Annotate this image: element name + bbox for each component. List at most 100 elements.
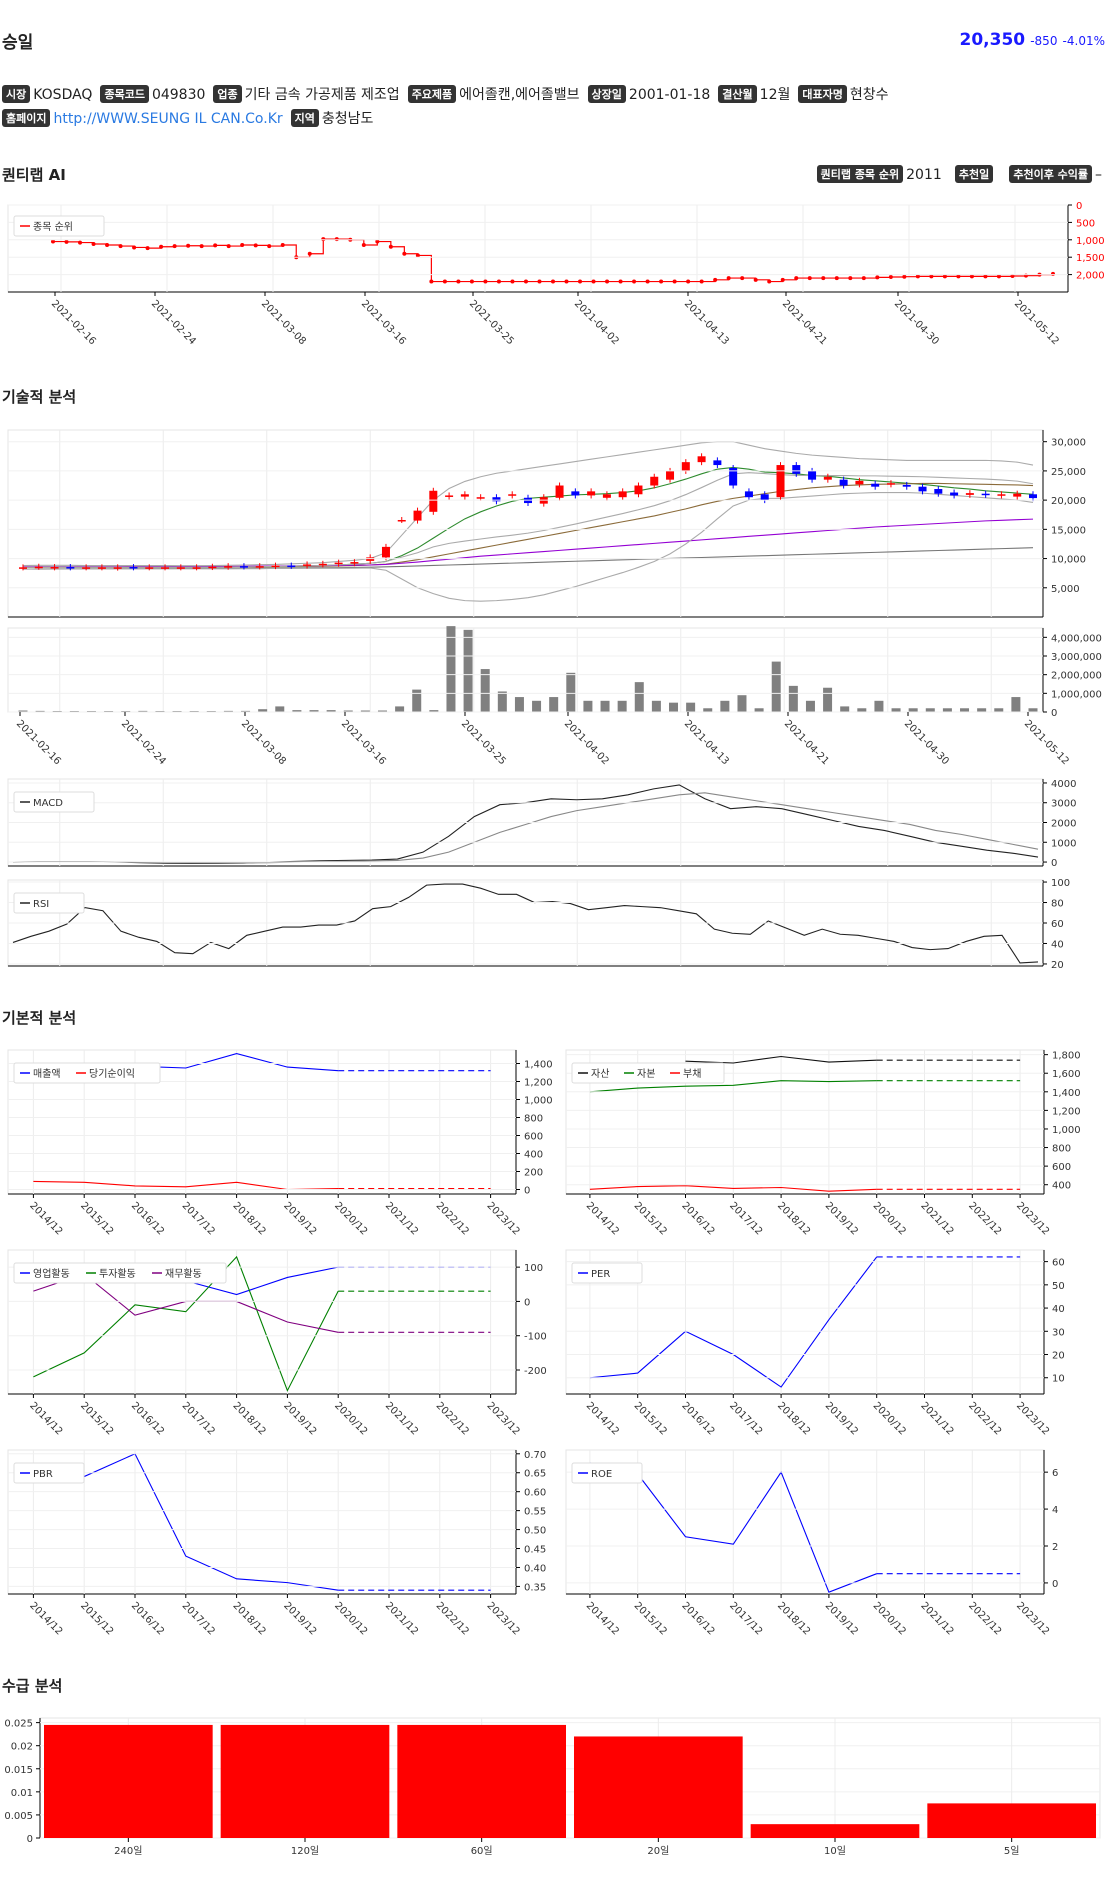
candle xyxy=(145,567,154,569)
rank-point xyxy=(456,279,461,284)
rank-point xyxy=(713,277,718,282)
x-tick-label: 2022/12 xyxy=(966,1400,1003,1437)
y-tick-label: 1,800 xyxy=(1052,1051,1081,1062)
rank-point xyxy=(118,244,123,249)
rank-point xyxy=(780,277,785,282)
candle xyxy=(681,462,690,471)
rank-point xyxy=(645,279,650,284)
rank-point xyxy=(145,246,150,251)
y-tick-label: 10 xyxy=(1052,1374,1065,1385)
volume-bar xyxy=(241,710,251,712)
rank-point xyxy=(402,251,407,256)
volume-bar xyxy=(651,700,661,712)
x-tick-label: 2020/12 xyxy=(332,1200,369,1237)
supply-bar xyxy=(750,1824,920,1838)
volume-bar xyxy=(908,708,918,712)
x-tick-label: 2014/12 xyxy=(27,1600,64,1637)
candle xyxy=(950,492,959,496)
macd-series-1 xyxy=(12,792,1039,864)
info-row-2: 홈페이지 http://WWW.SEUNG IL CAN.Co.Kr 지역 충청남도 xyxy=(2,108,381,128)
return-value: – xyxy=(1095,167,1102,183)
y-tick-label: 2 xyxy=(1052,1542,1058,1553)
y-tick-label: 0.015 xyxy=(4,1765,33,1776)
rank-point xyxy=(334,237,339,242)
rank-point xyxy=(483,279,488,284)
y-tick-label: 400 xyxy=(1052,1181,1071,1192)
volume-bar xyxy=(463,629,473,712)
ma-line-4 xyxy=(22,441,1034,567)
y-tick-label: 30,000 xyxy=(1051,438,1086,449)
rank-point xyxy=(388,244,393,249)
y-tick-label: 25,000 xyxy=(1051,467,1086,478)
x-tick-label: 2021-05-12 xyxy=(1012,298,1061,347)
macd-legend-box xyxy=(13,791,95,813)
y-tick-label: 0.65 xyxy=(524,1469,546,1480)
volume-bar xyxy=(377,710,387,712)
volume-bar xyxy=(532,700,542,712)
rank-point xyxy=(834,276,839,281)
y-tick-label: 0.70 xyxy=(524,1450,546,1461)
y-tick-label: 4000 xyxy=(1051,779,1076,790)
rank-point xyxy=(199,244,204,249)
x-tick-label: 2017/12 xyxy=(180,1400,217,1437)
per-legend-box xyxy=(571,1262,643,1284)
x-tick-label: 2021-02-24 xyxy=(119,718,168,767)
y-tick-label: 1,000 xyxy=(524,1096,553,1107)
supply-chart-frame xyxy=(39,1717,1101,1839)
info-label-0: 시장 xyxy=(2,85,31,103)
x-tick-label: 2019/12 xyxy=(281,1400,318,1437)
x-tick-label: 2021/12 xyxy=(383,1200,420,1237)
volume-bar xyxy=(874,700,884,712)
homepage-link[interactable]: http://WWW.SEUNG IL CAN.Co.Kr xyxy=(53,111,283,127)
candle xyxy=(776,465,785,498)
x-tick-label: 2021-04-30 xyxy=(902,718,951,767)
y-tick-label: 0.60 xyxy=(524,1488,546,1499)
rank-point xyxy=(632,279,637,284)
rank-point xyxy=(551,279,555,284)
candle xyxy=(350,562,359,564)
y-tick-label: 2,000,000 xyxy=(1051,671,1102,682)
volume-bar xyxy=(138,710,148,712)
y-tick-label: 60 xyxy=(1052,1258,1065,1269)
candle xyxy=(287,565,296,568)
y-tick-label: 0.40 xyxy=(524,1563,546,1574)
info-value-1: 049830 xyxy=(151,87,206,103)
info-value-2: 기타 금속 가공제품 제조업 xyxy=(244,87,400,103)
x-tick-label: 2021/12 xyxy=(918,1200,955,1237)
info-label-4: 상장일 xyxy=(587,85,626,103)
x-tick-label: 2018/12 xyxy=(230,1200,267,1237)
x-tick-label: 2017/12 xyxy=(727,1600,764,1637)
candle xyxy=(492,497,501,502)
info-label-5: 결산월 xyxy=(718,85,757,103)
rank-point xyxy=(942,274,947,279)
legend-label: MACD xyxy=(33,798,63,809)
candle xyxy=(1013,493,1022,497)
cashflow-legend-box xyxy=(13,1262,227,1284)
price-change-pct: -4.01% xyxy=(1062,34,1105,48)
candle xyxy=(508,494,517,496)
x-tick-label: 2023/12 xyxy=(484,1400,521,1437)
volume-bar xyxy=(480,669,490,712)
rank-point xyxy=(578,279,583,284)
rank-legend-box xyxy=(13,215,105,237)
info-value-0: KOSDAQ xyxy=(33,87,93,103)
x-tick-label: 2021-04-21 xyxy=(780,298,829,347)
stock-name: 승일 xyxy=(2,33,34,53)
rank-point xyxy=(726,276,731,281)
x-tick-label: 2021-03-08 xyxy=(239,718,288,767)
tech-title: 기술적 분석 xyxy=(2,388,77,406)
y-tick-label: 40 xyxy=(1052,1304,1065,1315)
candle xyxy=(476,497,485,499)
x-tick-label: 2018/12 xyxy=(775,1600,812,1637)
rank-point xyxy=(591,279,596,284)
x-tick-label: 2015/12 xyxy=(632,1400,669,1437)
legend-label: 부채 xyxy=(683,1068,701,1080)
candle xyxy=(997,494,1006,496)
x-tick-label: 2016/12 xyxy=(129,1200,166,1237)
volume-bar xyxy=(754,708,764,712)
candle xyxy=(823,476,832,480)
x-tick-label: 2022/12 xyxy=(966,1600,1003,1637)
y-tick-label: 0 xyxy=(27,1834,33,1845)
x-tick-label: 2014/12 xyxy=(584,1200,621,1237)
x-tick-label: 2021-02-16 xyxy=(49,298,98,347)
